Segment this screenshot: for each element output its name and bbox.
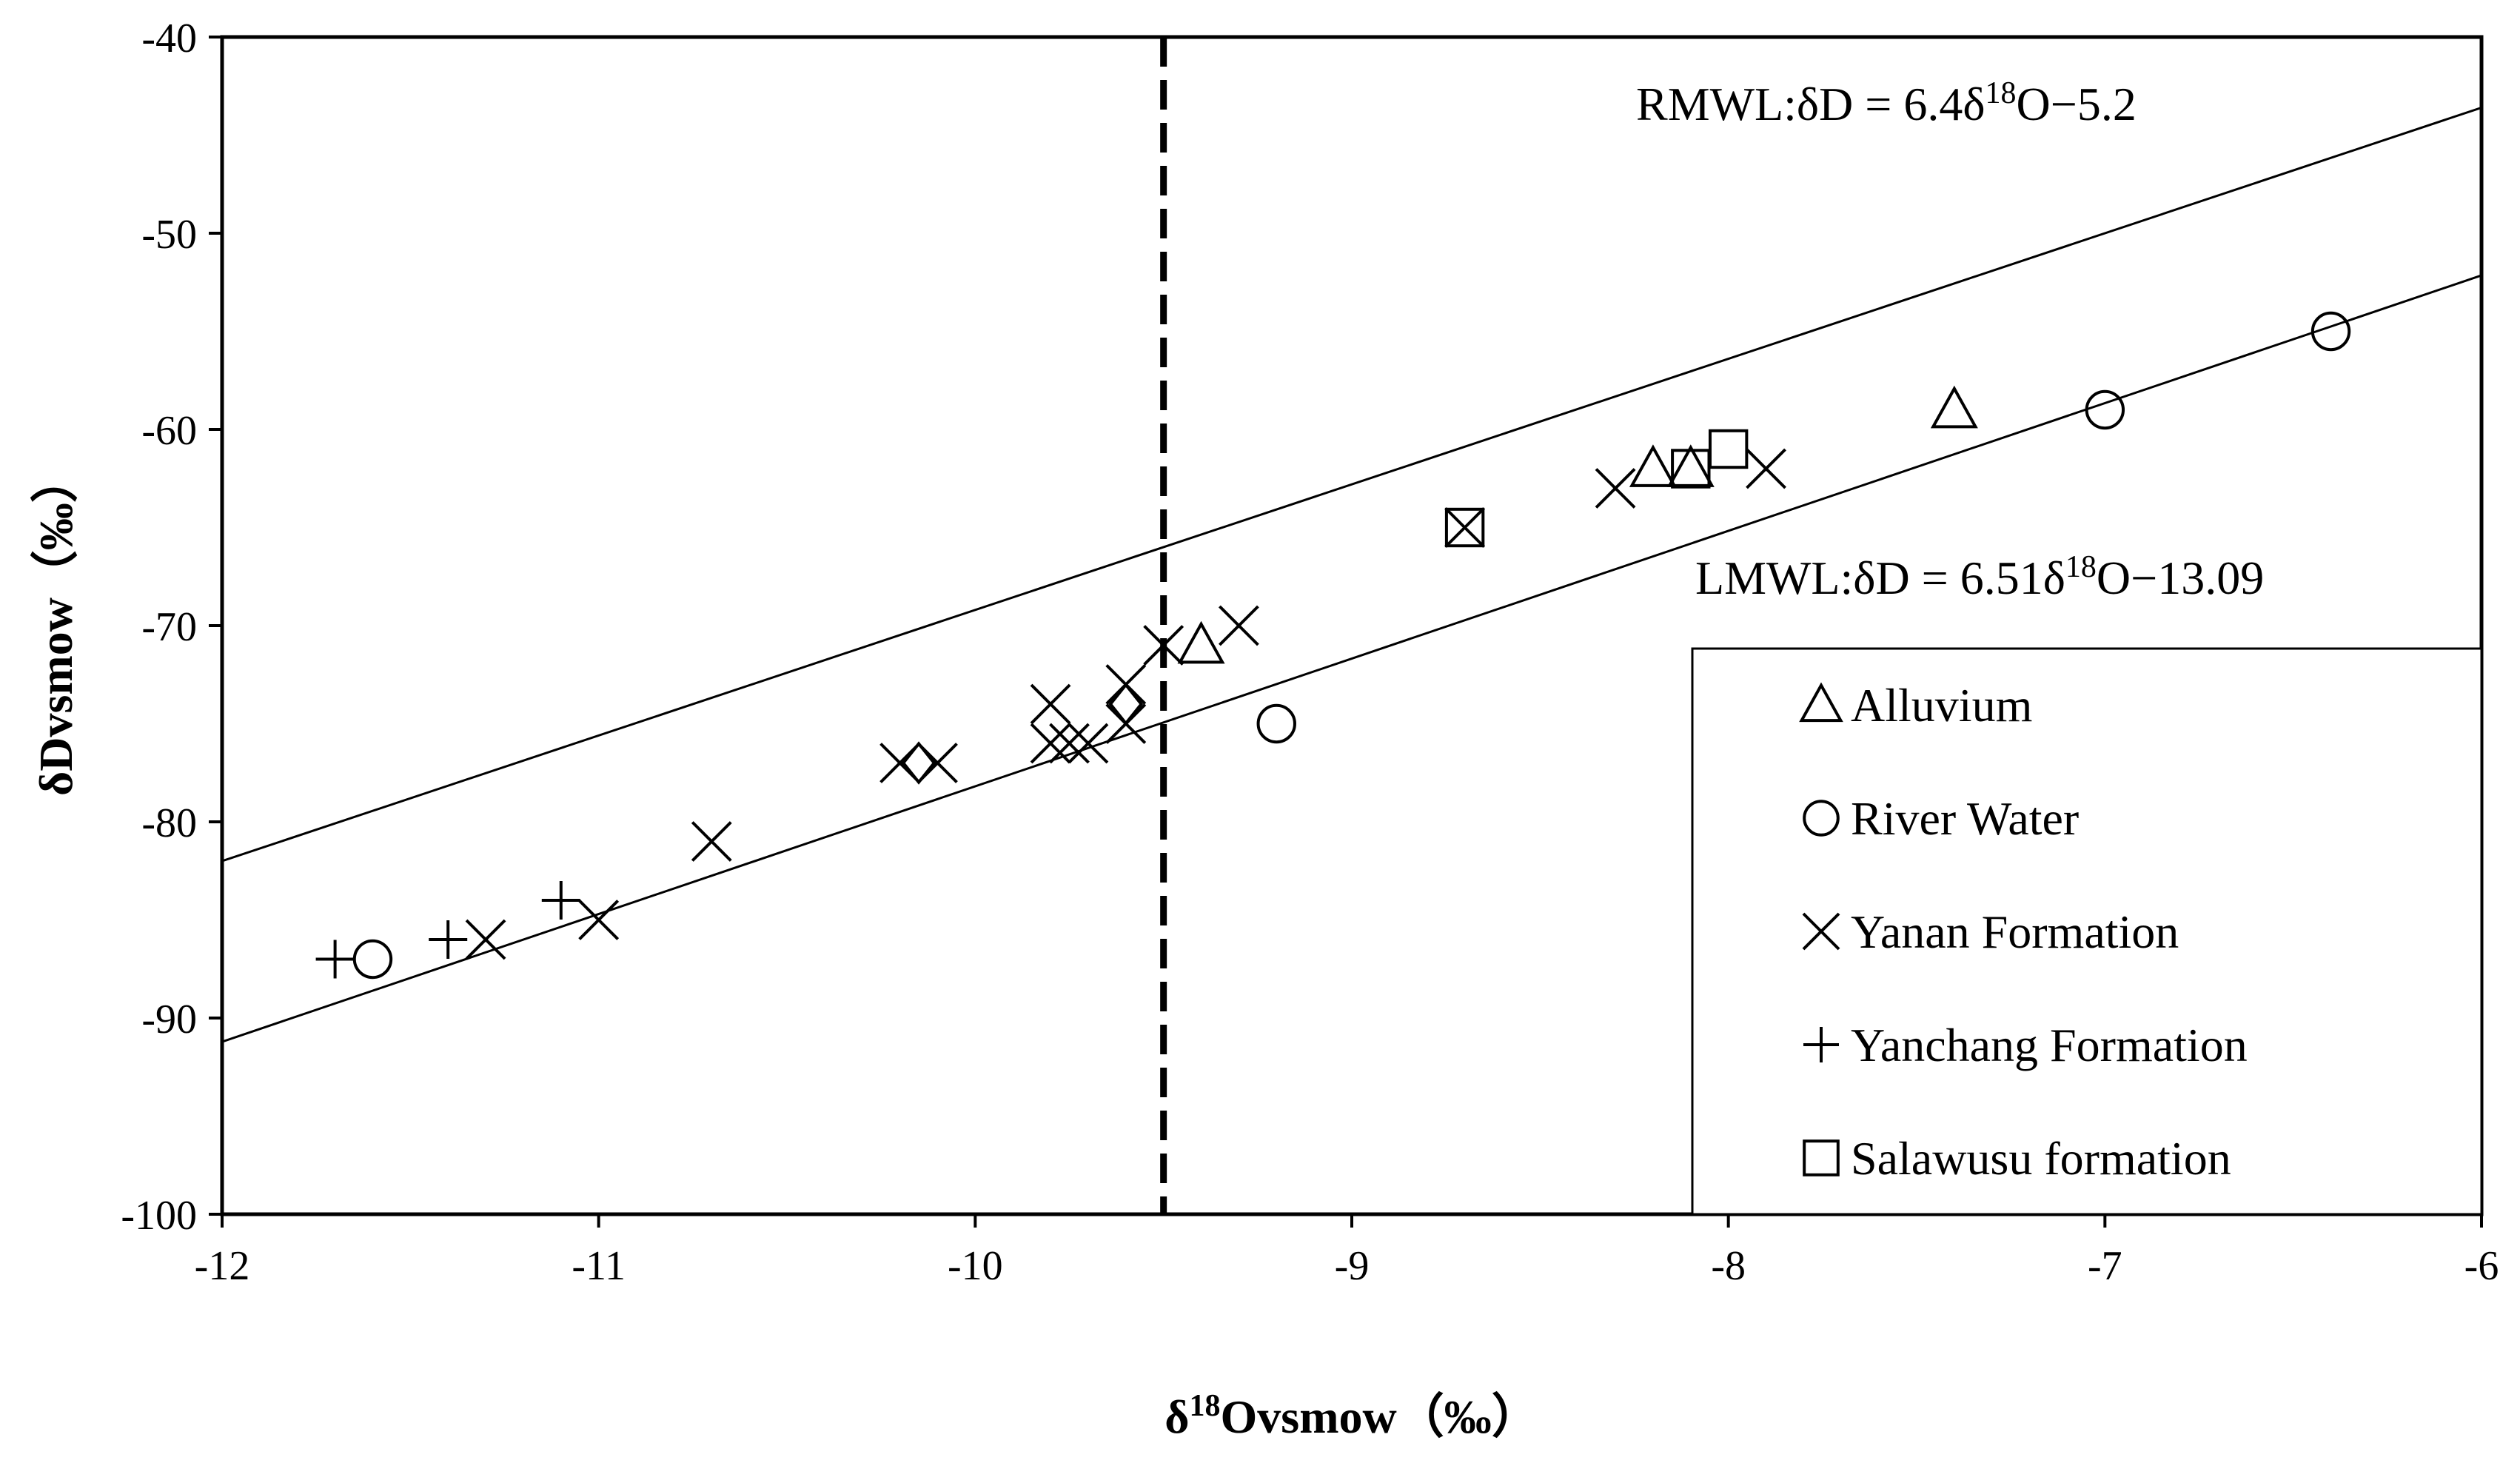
point-circle-shape <box>352 939 393 980</box>
point-triangle <box>1177 620 1225 664</box>
points-layer <box>315 311 2351 980</box>
point-triangle-shape <box>1666 444 1715 487</box>
point-x-stroke <box>691 821 732 862</box>
x-tick-label: -8 <box>1711 1243 1746 1289</box>
point-circle-shape <box>1256 703 1296 744</box>
y-tick-label: -70 <box>141 604 197 650</box>
y-tick-label: -100 <box>121 1193 197 1239</box>
point-diamond <box>901 741 936 785</box>
point-x <box>465 919 506 960</box>
legend-box <box>1691 647 2483 1216</box>
legend-label: Alluvium <box>1851 679 2032 732</box>
legend-marker-square <box>1803 1139 1840 1176</box>
legend-marker-triangle-shape <box>1799 682 1843 723</box>
point-triangle-shape <box>1177 620 1225 664</box>
x-tick-label: -10 <box>948 1243 1003 1289</box>
x-tick-label: -12 <box>195 1243 250 1289</box>
point-plus <box>429 920 468 959</box>
y-tick-label: -40 <box>141 16 197 61</box>
point-circle-shape <box>2085 389 2125 430</box>
x-tick-label: -6 <box>2464 1243 2499 1289</box>
point-diamond <box>1108 682 1144 726</box>
legend-label: Yanchang Formation <box>1851 1019 2248 1071</box>
x-tick-label: -7 <box>2088 1243 2122 1289</box>
y-axis-title: δDvsmow（‰） <box>30 455 82 796</box>
y-tick-label: -50 <box>141 212 197 258</box>
legend-label: Yanan Formation <box>1851 905 2179 958</box>
point-circle <box>2310 311 2351 352</box>
point-x <box>1030 683 1071 725</box>
lmwl-equation-label: LMWL:δD = 6.51δ18O−13.09 <box>1695 550 2264 604</box>
point-x-stroke <box>1595 468 1636 509</box>
rmwl-equation-label: RMWL:δD = 6.4δ18O−5.2 <box>1636 76 2137 130</box>
point-square <box>1444 507 1485 548</box>
point-x <box>1218 605 1259 646</box>
legend-marker-square-shape <box>1803 1139 1840 1176</box>
x-tick-label: -11 <box>572 1243 626 1289</box>
lmwl-line <box>222 274 2482 1043</box>
point-triangle <box>1666 444 1715 487</box>
point-x-stroke <box>1030 683 1071 725</box>
lines-layer <box>222 37 2482 1214</box>
legend-label: River Water <box>1851 792 2079 845</box>
point-x <box>1049 723 1090 764</box>
point-triangle-shape <box>1629 444 1677 487</box>
point-x-stroke <box>1143 625 1184 666</box>
point-circle-shape <box>2310 311 2351 352</box>
y-tick-label: -80 <box>141 800 197 846</box>
point-plus <box>315 940 355 979</box>
point-x <box>1143 625 1184 666</box>
point-x-stroke <box>1218 605 1259 646</box>
y-tick-label: -90 <box>141 997 197 1042</box>
point-x-stroke <box>578 900 620 940</box>
point-x <box>691 821 732 862</box>
point-x <box>1068 723 1109 764</box>
plot-frame <box>220 35 2484 1216</box>
point-diamond-shape <box>901 741 936 785</box>
point-x <box>1746 448 1786 489</box>
legend-marker-x <box>1802 912 1840 951</box>
point-circle <box>1256 703 1296 744</box>
legend-marker-x-stroke <box>1802 912 1840 951</box>
legend-marker-plus <box>1803 1027 1839 1062</box>
legend-label: Salawusu formation <box>1851 1132 2231 1185</box>
point-x-stroke <box>1068 723 1109 764</box>
y-tick-label: -60 <box>141 408 197 454</box>
point-x <box>1030 723 1071 764</box>
legend-marker-circle <box>1803 800 1840 837</box>
point-square-shape <box>1708 429 1749 469</box>
legend: Alluvium River Water Yanan Formation Yancha… <box>1691 647 2483 1216</box>
point-diamond-shape <box>1108 682 1144 726</box>
point-plus <box>541 881 580 920</box>
point-triangle <box>1930 385 1978 429</box>
x-tick-label: -9 <box>1335 1243 1370 1289</box>
point-circle <box>2085 389 2125 430</box>
point-circle <box>352 939 393 980</box>
point-x <box>1595 468 1636 509</box>
point-x-stroke <box>465 919 506 960</box>
point-x <box>578 900 620 940</box>
point-x-stroke <box>1444 507 1486 548</box>
point-triangle-shape <box>1930 385 1978 429</box>
x-axis-title: δ18Ovsmow（‰） <box>1165 1389 1538 1443</box>
point-square <box>1708 429 1749 469</box>
point-x <box>1444 507 1486 548</box>
point-x-stroke <box>1746 448 1786 489</box>
legend-marker-triangle <box>1799 682 1843 723</box>
point-triangle <box>1629 444 1677 487</box>
ticks-layer: -12 -11 -10 -9 -8 -7 -6 -40 -50 -60 -70 -80 -90 -100 <box>121 16 2499 1289</box>
legend-marker-circle-shape <box>1803 800 1840 837</box>
point-x-stroke <box>1049 723 1090 764</box>
point-x-stroke <box>1030 723 1071 764</box>
point-square-shape <box>1444 507 1485 548</box>
rmwl-line <box>222 106 2482 863</box>
